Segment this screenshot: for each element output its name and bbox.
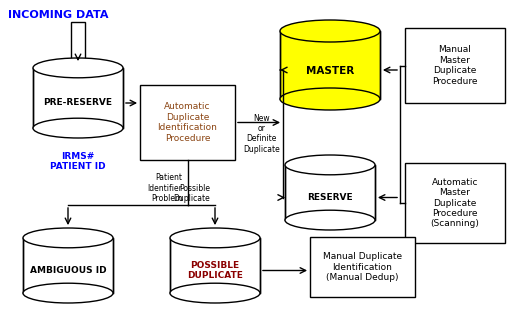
Bar <box>405 163 505 243</box>
Text: Patient
Identifier
Problem: Patient Identifier Problem <box>148 173 182 203</box>
Text: INCOMING DATA: INCOMING DATA <box>8 10 109 20</box>
Bar <box>280 31 380 99</box>
Ellipse shape <box>170 228 260 248</box>
Text: Manual
Master
Duplicate
Procedure: Manual Master Duplicate Procedure <box>432 45 478 86</box>
Ellipse shape <box>280 88 380 110</box>
Bar <box>71 22 85 60</box>
Text: PRE-RESERVE: PRE-RESERVE <box>43 99 112 108</box>
Ellipse shape <box>285 210 375 230</box>
Bar <box>310 237 415 297</box>
Bar <box>23 238 113 293</box>
Text: Automatic
Master
Duplicate
Procedure
(Scanning): Automatic Master Duplicate Procedure (Sc… <box>431 178 479 228</box>
Ellipse shape <box>33 118 123 138</box>
Text: POSSIBLE
DUPLICATE: POSSIBLE DUPLICATE <box>187 261 243 280</box>
Ellipse shape <box>23 228 113 248</box>
Text: AMBIGUOUS ID: AMBIGUOUS ID <box>30 266 106 275</box>
Bar <box>140 85 235 160</box>
Bar <box>285 165 375 220</box>
Text: RESERVE: RESERVE <box>307 193 353 202</box>
Bar <box>33 68 123 128</box>
Ellipse shape <box>280 20 380 42</box>
Text: MASTER: MASTER <box>306 66 354 76</box>
Bar <box>170 238 260 293</box>
Text: Automatic
Duplicate
Identification
Procedure: Automatic Duplicate Identification Proce… <box>158 103 217 143</box>
Text: New
or
Definite
Duplicate: New or Definite Duplicate <box>243 114 280 154</box>
Bar <box>405 28 505 103</box>
Ellipse shape <box>23 283 113 303</box>
Text: IRMS#
PATIENT ID: IRMS# PATIENT ID <box>50 152 106 171</box>
Text: Manual Duplicate
Identification
(Manual Dedup): Manual Duplicate Identification (Manual … <box>323 252 402 282</box>
Ellipse shape <box>170 283 260 303</box>
Ellipse shape <box>33 58 123 78</box>
Ellipse shape <box>285 155 375 175</box>
Text: Possible
Duplicate: Possible Duplicate <box>173 183 210 203</box>
